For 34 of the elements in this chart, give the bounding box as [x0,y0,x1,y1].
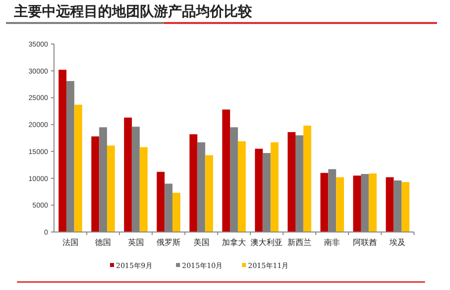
bar [320,172,328,232]
bar [205,155,214,232]
bar [386,177,394,232]
bar [288,132,296,232]
bar [270,142,279,232]
bar [402,182,410,232]
x-tick-label: 埃及 [388,238,406,247]
x-tick-label: 英国 [128,238,144,247]
bar [91,136,100,232]
x-tick-label: 美国 [193,238,210,247]
bar [140,147,148,232]
bar [238,141,246,232]
bar [254,148,263,232]
x-tick-label: 阿联酋 [352,238,377,247]
chart-title: 主要中远程目的地团队游产品均价比较 [13,3,253,19]
bar [368,173,377,232]
bar [172,192,180,232]
x-tick-label: 南非 [324,238,340,247]
bar [189,134,198,232]
bar [58,70,66,232]
x-tick-label: 俄罗斯 [156,238,181,247]
x-tick-label: 加拿大 [222,238,246,247]
x-tick-label: 法国 [62,238,78,247]
bar [353,176,361,232]
bar [303,126,312,232]
bar [124,118,132,232]
bar [336,177,344,232]
bar [74,104,82,232]
bar [222,110,230,232]
bar [156,172,165,232]
bar [107,146,115,232]
x-tick-label: 澳大利亚 [250,238,283,247]
x-tick-label: 新西兰 [287,238,312,247]
x-tick-label: 德国 [95,238,112,247]
